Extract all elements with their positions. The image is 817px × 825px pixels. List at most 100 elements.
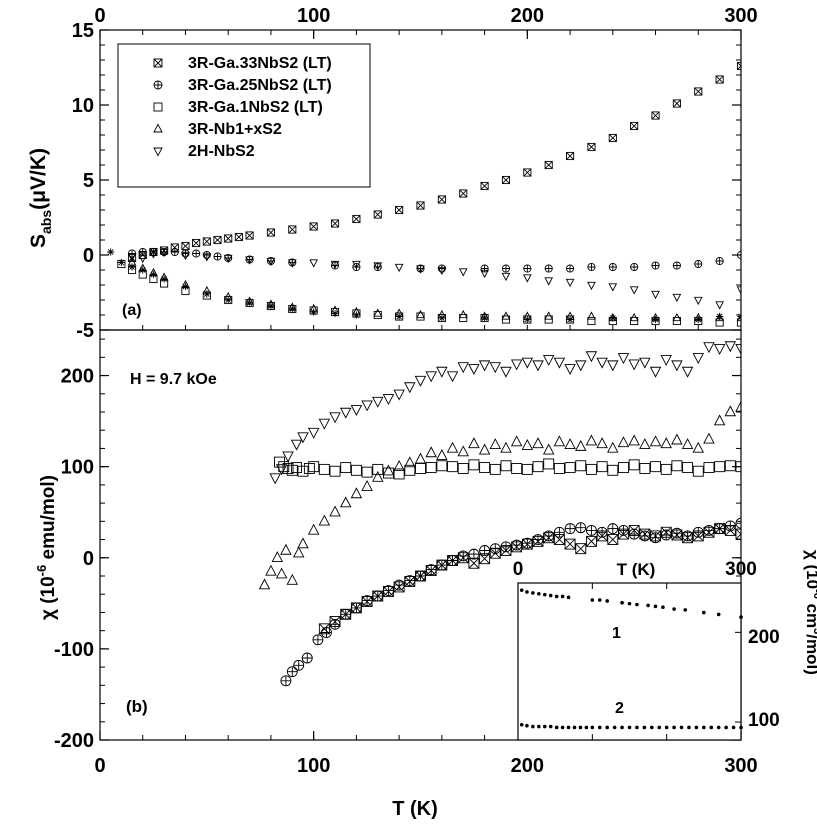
a-point-boxx (523, 168, 532, 177)
a-point-boxx (480, 181, 489, 191)
inset-xlabel: T (K) (617, 560, 656, 579)
b-x-tick-label: 0 (94, 755, 105, 777)
a-point-boxx (544, 160, 553, 170)
inset-point-1 (560, 594, 565, 599)
a-point-star (331, 309, 339, 318)
inset-point-1 (739, 615, 743, 619)
a-point-boxx (181, 241, 190, 251)
b-point-boxx (468, 557, 480, 569)
a-point-star (523, 315, 531, 324)
b-point-boxx (671, 529, 683, 541)
b-point-circplus (575, 522, 587, 534)
inset-point-2 (605, 725, 609, 730)
b-point-tri_down (318, 418, 331, 430)
a-point-boxx (672, 99, 681, 108)
b-point-square (291, 462, 303, 474)
inset-point-2 (716, 725, 721, 730)
a-point-tri_down (330, 260, 340, 270)
b-point-tri_up (724, 405, 737, 417)
a-point-circplus (736, 250, 741, 260)
a-point-tri_down (394, 263, 404, 273)
b-point-tri_up (307, 523, 320, 535)
b-point-tri_down (692, 353, 705, 365)
inset-point-2 (542, 724, 547, 729)
inset-point-1 (525, 590, 529, 594)
b-y-tick-label: 200 (61, 366, 94, 388)
panel-a-ylabel: Sabs(μV/K) (27, 148, 54, 248)
a-point-square (373, 310, 382, 320)
a-point-tri_down (373, 262, 383, 271)
b-point-circplus (361, 595, 373, 607)
a-point-star (395, 312, 403, 321)
a-point-star (651, 315, 660, 324)
a-point-star (160, 275, 168, 283)
b-point-boxx (479, 553, 491, 565)
b-point-boxx (521, 538, 533, 550)
b-point-boxx (724, 524, 736, 536)
a-point-tri_up (715, 312, 724, 322)
a-point-star (310, 308, 318, 316)
inset-point-2 (709, 725, 714, 730)
inset-ylabel: χ (10-6 cm3/mol) (803, 550, 817, 675)
inset-point-1 (620, 600, 624, 605)
b-point-boxx (575, 543, 587, 555)
a-point-tri_down (416, 265, 425, 274)
inset-point-2 (702, 725, 706, 730)
b-point-tri_down (372, 396, 384, 408)
inset-point-1 (590, 598, 595, 602)
b-point-boxx (436, 559, 448, 571)
b-point-boxx (628, 524, 640, 536)
b-point-tri_up (372, 470, 384, 482)
a-point-circplus (630, 262, 639, 272)
a-point-tri_down (565, 278, 575, 288)
inset-ytick-100: 100 (748, 710, 780, 731)
a-point-circplus (651, 261, 660, 270)
legend: 3R-Ga.33NbS2 (LT) 3R-Ga.25NbS2 (LT) 3R-Ga.… (153, 55, 332, 160)
inset-curve-label-1: 1 (612, 625, 621, 642)
a-point-circplus (181, 249, 190, 258)
a-point-star (267, 302, 275, 310)
b-point-circplus (404, 575, 416, 587)
b-point-tri_up (489, 438, 502, 449)
b-point-circplus (312, 634, 324, 646)
b-point-boxx (660, 526, 672, 538)
a-point-square (736, 318, 741, 327)
a-y-tick-label: 5 (83, 170, 94, 192)
b-point-square (714, 461, 726, 473)
b-point-square (383, 467, 394, 479)
b-y-tick-label: -200 (54, 730, 94, 752)
b-point-boxx (596, 530, 608, 542)
b-point-tri_down (282, 451, 294, 463)
a-point-star (694, 315, 702, 324)
b-point-tri_up (414, 452, 427, 464)
a-point-circplus (501, 264, 511, 273)
inset-point-2 (687, 725, 691, 730)
b-point-square (372, 463, 384, 475)
b-point-square (308, 461, 320, 473)
inset-point-2 (672, 725, 676, 730)
inset-point-2 (731, 725, 736, 730)
b-point-tri_down (607, 360, 619, 372)
b-point-tri_down (500, 366, 512, 378)
a-y-tick-label: 0 (83, 245, 94, 267)
b-point-tri_down (532, 360, 544, 372)
a-point-circplus (138, 247, 147, 257)
b-point-tri_up (457, 445, 469, 457)
panel-a-label: (a) (122, 302, 142, 319)
b-point-tri_down (339, 407, 352, 419)
a-point-circplus (213, 252, 222, 261)
b-point-circplus (660, 529, 672, 541)
b-point-tri_down (585, 351, 598, 363)
b-point-tri_down (297, 432, 309, 444)
b-point-square (650, 461, 661, 473)
b-y-tick-label: -100 (54, 639, 94, 661)
inset-points (517, 583, 743, 740)
a-point-star (716, 312, 724, 321)
b-point-tri_up (404, 456, 416, 468)
legend-symbol-boxx (153, 58, 163, 68)
b-y-tick-label: 0 (83, 548, 94, 570)
b-point-tri_down (564, 364, 576, 375)
a-point-tri_down (736, 286, 741, 295)
b-point-tri_up (318, 514, 331, 526)
a-point-star (245, 299, 254, 307)
